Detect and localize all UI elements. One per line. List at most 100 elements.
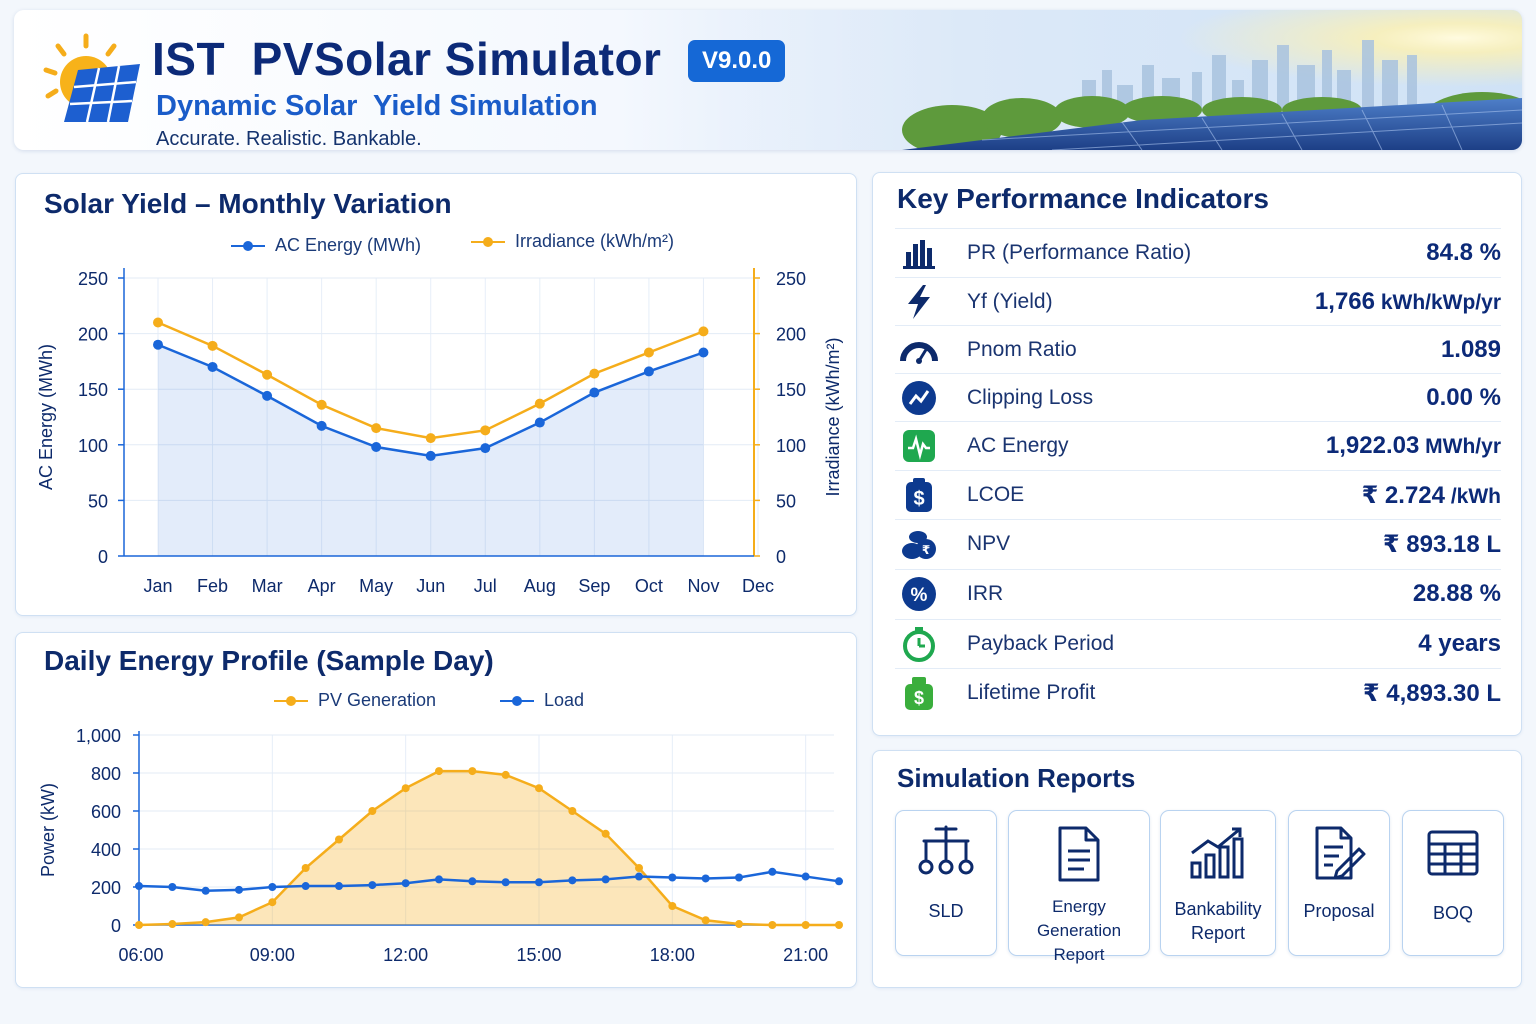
coins-icon: ₹ xyxy=(895,524,943,564)
x-tick-label: 21:00 xyxy=(783,945,828,965)
y-tick-label: 0 xyxy=(111,916,121,936)
x-tick-label: Mar xyxy=(252,576,283,596)
pv-generation-point xyxy=(268,898,277,907)
sld-icon xyxy=(918,825,974,875)
ac-energy-point xyxy=(207,361,218,372)
daily-profile-panel: Daily Energy Profile (Sample Day) PV Gen… xyxy=(15,632,857,988)
kpi-value: 4 years xyxy=(1418,630,1501,658)
proposal-icon xyxy=(1315,826,1366,880)
app-subtitle: Dynamic Solar Yield Simulation xyxy=(156,90,598,122)
load-point xyxy=(401,879,410,888)
kpi-value-number: 1.089 xyxy=(1440,336,1501,363)
kpi-value-number: 4 years xyxy=(1418,630,1501,657)
kpi-value: ₹ 4,893.30 L xyxy=(1363,679,1501,708)
daily-chart-title: Daily Energy Profile (Sample Day) xyxy=(44,645,494,676)
kpi-value-number: 1,766 xyxy=(1314,288,1375,315)
growth-chart-icon xyxy=(1190,827,1244,879)
money-bag-icon: $ xyxy=(895,673,943,713)
irradiance-point xyxy=(153,317,163,328)
pv-generation-point xyxy=(501,770,510,779)
pv-generation-point xyxy=(601,829,610,838)
y-tick-label: 400 xyxy=(91,840,121,860)
pv-generation-point xyxy=(568,807,577,815)
legend-irradiance-label: Irradiance (kWh/m²) xyxy=(515,231,675,251)
kpi-value-unit: kWh/kWp/yr xyxy=(1374,291,1501,314)
bankability-report-button[interactable]: Bankability Report xyxy=(1160,810,1276,956)
load-line xyxy=(138,870,840,893)
y-axis-title-left: AC Energy (MWh) xyxy=(36,344,56,490)
kpi-value: 1.089 xyxy=(1441,336,1501,364)
pv-generation-point xyxy=(435,767,443,776)
pv-generation-line xyxy=(138,769,839,927)
y-axis-title: Power (kW) xyxy=(38,783,58,877)
x-tick-label: May xyxy=(359,576,393,596)
sld-report-button[interactable]: SLD xyxy=(895,810,997,956)
y-tick-label-right: 100 xyxy=(776,436,806,456)
svg-text:₹: ₹ xyxy=(922,543,930,557)
pv-generation-point xyxy=(301,864,310,872)
irradiance-point xyxy=(480,425,491,436)
legend-irradiance-marker xyxy=(471,235,505,249)
boq-button[interactable]: BOQ xyxy=(1402,810,1504,956)
y-tick-label-left: 0 xyxy=(98,547,108,567)
daily-legend-load: Load xyxy=(500,690,584,711)
load-point xyxy=(535,878,543,887)
kpi-row-irr: % IRR 28.88 % xyxy=(895,569,1501,618)
legend-ac-label: AC Energy (MWh) xyxy=(275,235,422,255)
ac-energy-point xyxy=(643,366,654,377)
svg-text:%: % xyxy=(911,585,928,606)
ac-energy-point xyxy=(480,443,491,454)
load-point xyxy=(135,882,143,891)
y-tick-label-left: 200 xyxy=(78,325,108,345)
x-tick-label: 12:00 xyxy=(383,945,428,965)
kpi-value-unit: MWh/yr xyxy=(1419,435,1501,458)
monthly-chart-title: Solar Yield – Monthly Variation xyxy=(44,188,452,219)
y-tick-label: 200 xyxy=(91,878,121,898)
x-tick-label: Sep xyxy=(578,576,610,596)
x-tick-label: Jul xyxy=(474,576,497,596)
load-point xyxy=(768,867,777,876)
ac-energy-point xyxy=(316,420,327,431)
pv-generation-point xyxy=(735,920,743,929)
load-point xyxy=(435,875,443,884)
pv-generation-point xyxy=(835,921,843,929)
proposal-button[interactable]: Proposal xyxy=(1288,810,1390,956)
load-point xyxy=(735,873,743,882)
legend-pv-marker xyxy=(274,694,308,708)
kpi-label: Pnom Ratio xyxy=(967,338,1077,361)
y-tick-label-left: 250 xyxy=(78,269,108,289)
table-icon xyxy=(1427,830,1479,876)
x-tick-label: 15:00 xyxy=(516,945,561,965)
energy-generation-report-button[interactable]: Energy Generation Report xyxy=(1008,810,1150,964)
kpi-row-lcoe: $ LCOE ₹ 2.724 /kWh xyxy=(895,470,1501,519)
pv-generation-point xyxy=(535,784,543,793)
y-tick-label-right: 250 xyxy=(776,269,806,289)
energy-generation-label: Energy Generation Report xyxy=(1036,897,1122,964)
y-tick-label: 800 xyxy=(91,764,121,784)
bar-chart-icon xyxy=(895,233,943,273)
kpi-row-lifetime-profit: $ Lifetime Profit ₹ 4,893.30 L xyxy=(895,668,1501,717)
x-tick-label: Oct xyxy=(635,576,663,596)
app-title: IST PVSolar Simulator xyxy=(152,33,662,85)
irradiance-point xyxy=(262,369,273,380)
irradiance-point xyxy=(316,399,327,410)
ac-energy-point xyxy=(153,339,163,350)
load-point xyxy=(335,882,343,891)
reports-title: Simulation Reports xyxy=(897,763,1136,793)
proposal-label: Proposal xyxy=(1303,901,1375,921)
pv-generation-point xyxy=(401,784,410,793)
ac-energy-point xyxy=(371,442,382,453)
lightning-icon xyxy=(895,282,943,322)
legend-load-marker xyxy=(500,694,534,708)
kpi-value-number: 1,922.03 xyxy=(1325,432,1420,459)
city-solar-banner-image xyxy=(722,10,1522,150)
legend-pv-label: PV Generation xyxy=(318,690,437,710)
y-tick-label: 1,000 xyxy=(76,726,121,746)
x-tick-label: 06:00 xyxy=(118,945,163,965)
daily-legend-pv: PV Generation xyxy=(274,690,436,711)
y-tick-label-left: 150 xyxy=(78,380,108,400)
pv-generation-point xyxy=(135,921,143,929)
pv-generation-point xyxy=(635,864,643,872)
x-tick-label: Apr xyxy=(308,576,336,596)
load-point xyxy=(368,881,377,890)
